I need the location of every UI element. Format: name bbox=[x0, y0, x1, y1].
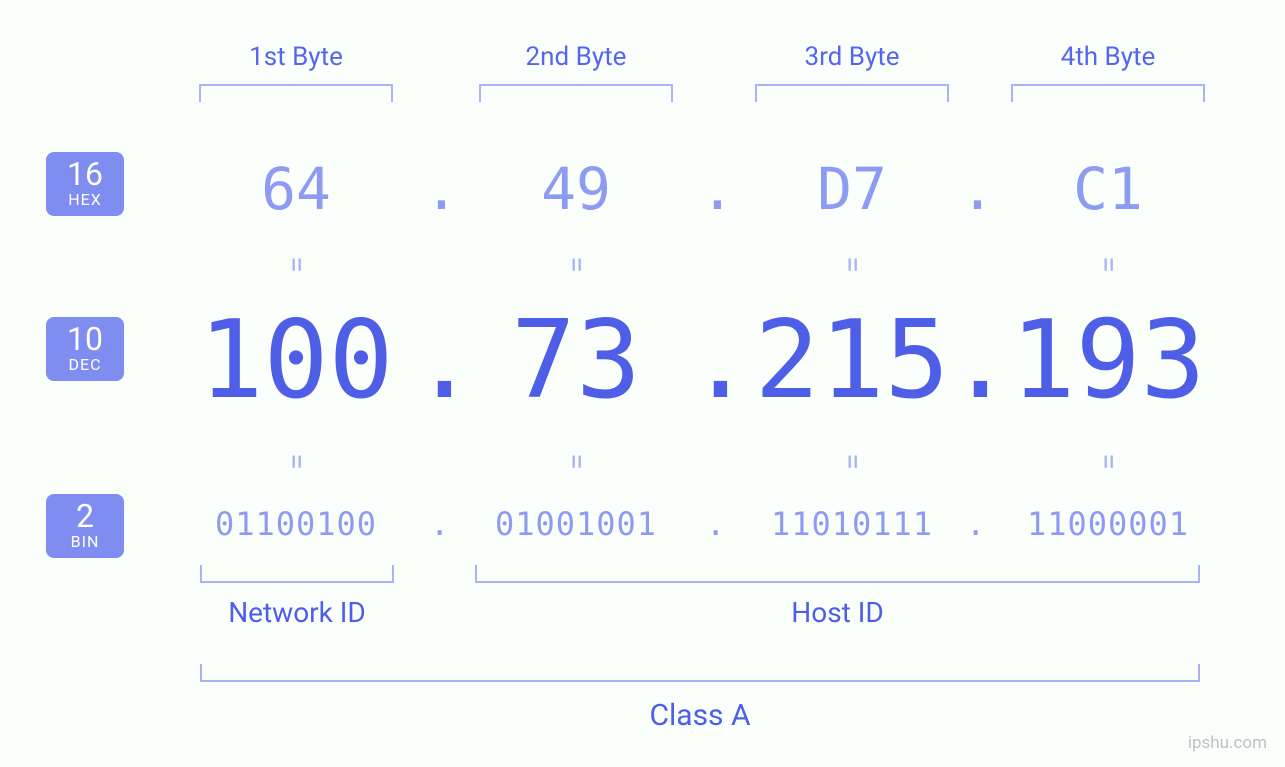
eq-top-4: = bbox=[1091, 250, 1126, 280]
label-network-id: Network ID bbox=[200, 596, 394, 629]
bin-byte-3: 11010111 bbox=[737, 505, 967, 543]
bin-byte-2: 01001001 bbox=[461, 505, 691, 543]
hex-dot-1: . bbox=[424, 155, 459, 223]
dec-dot-3: . bbox=[948, 298, 1013, 423]
base-badge-bin: 2 BIN bbox=[46, 494, 124, 558]
eq-top-3: = bbox=[835, 250, 870, 280]
hex-byte-4: C1 bbox=[1008, 155, 1208, 223]
dec-dot-1: . bbox=[412, 298, 477, 423]
watermark: ipshu.com bbox=[1188, 733, 1267, 753]
hex-byte-3: D7 bbox=[752, 155, 952, 223]
badge-num: 16 bbox=[46, 158, 124, 190]
hex-byte-1: 64 bbox=[196, 155, 396, 223]
bin-byte-4: 11000001 bbox=[993, 505, 1223, 543]
bin-dot-3: . bbox=[966, 505, 985, 543]
bin-dot-1: . bbox=[430, 505, 449, 543]
byte-label-1: 1st Byte bbox=[181, 42, 411, 72]
dec-dot-2: . bbox=[688, 298, 753, 423]
eq-bottom-3: = bbox=[835, 447, 870, 477]
bracket-top-2 bbox=[479, 84, 673, 102]
bracket-host bbox=[475, 565, 1200, 583]
label-class: Class A bbox=[200, 698, 1200, 733]
eq-bottom-4: = bbox=[1091, 447, 1126, 477]
eq-bottom-1: = bbox=[279, 447, 314, 477]
eq-top-2: = bbox=[559, 250, 594, 280]
badge-name: BIN bbox=[46, 534, 124, 550]
badge-name: DEC bbox=[46, 357, 124, 373]
badge-num: 10 bbox=[46, 323, 124, 355]
eq-bottom-2: = bbox=[559, 447, 594, 477]
byte-label-2: 2nd Byte bbox=[461, 42, 691, 72]
eq-top-1: = bbox=[279, 250, 314, 280]
byte-label-4: 4th Byte bbox=[993, 42, 1223, 72]
badge-name: HEX bbox=[46, 192, 124, 208]
bracket-network bbox=[200, 565, 394, 583]
hex-byte-2: 49 bbox=[476, 155, 676, 223]
dec-byte-2: 73 bbox=[436, 298, 716, 423]
badge-num: 2 bbox=[46, 500, 124, 532]
ip-diagram: 1st Byte 2nd Byte 3rd Byte 4th Byte 16 HEX 10 D… bbox=[0, 0, 1285, 767]
hex-dot-2: . bbox=[700, 155, 735, 223]
bracket-class bbox=[200, 664, 1200, 682]
bin-dot-2: . bbox=[706, 505, 725, 543]
byte-label-3: 3rd Byte bbox=[737, 42, 967, 72]
bracket-top-1 bbox=[199, 84, 393, 102]
base-badge-hex: 16 HEX bbox=[46, 152, 124, 216]
bracket-top-4 bbox=[1011, 84, 1205, 102]
dec-byte-1: 100 bbox=[156, 298, 436, 423]
bracket-top-3 bbox=[755, 84, 949, 102]
hex-dot-3: . bbox=[960, 155, 995, 223]
base-badge-dec: 10 DEC bbox=[46, 317, 124, 381]
bin-byte-1: 01100100 bbox=[181, 505, 411, 543]
label-host-id: Host ID bbox=[475, 596, 1200, 629]
